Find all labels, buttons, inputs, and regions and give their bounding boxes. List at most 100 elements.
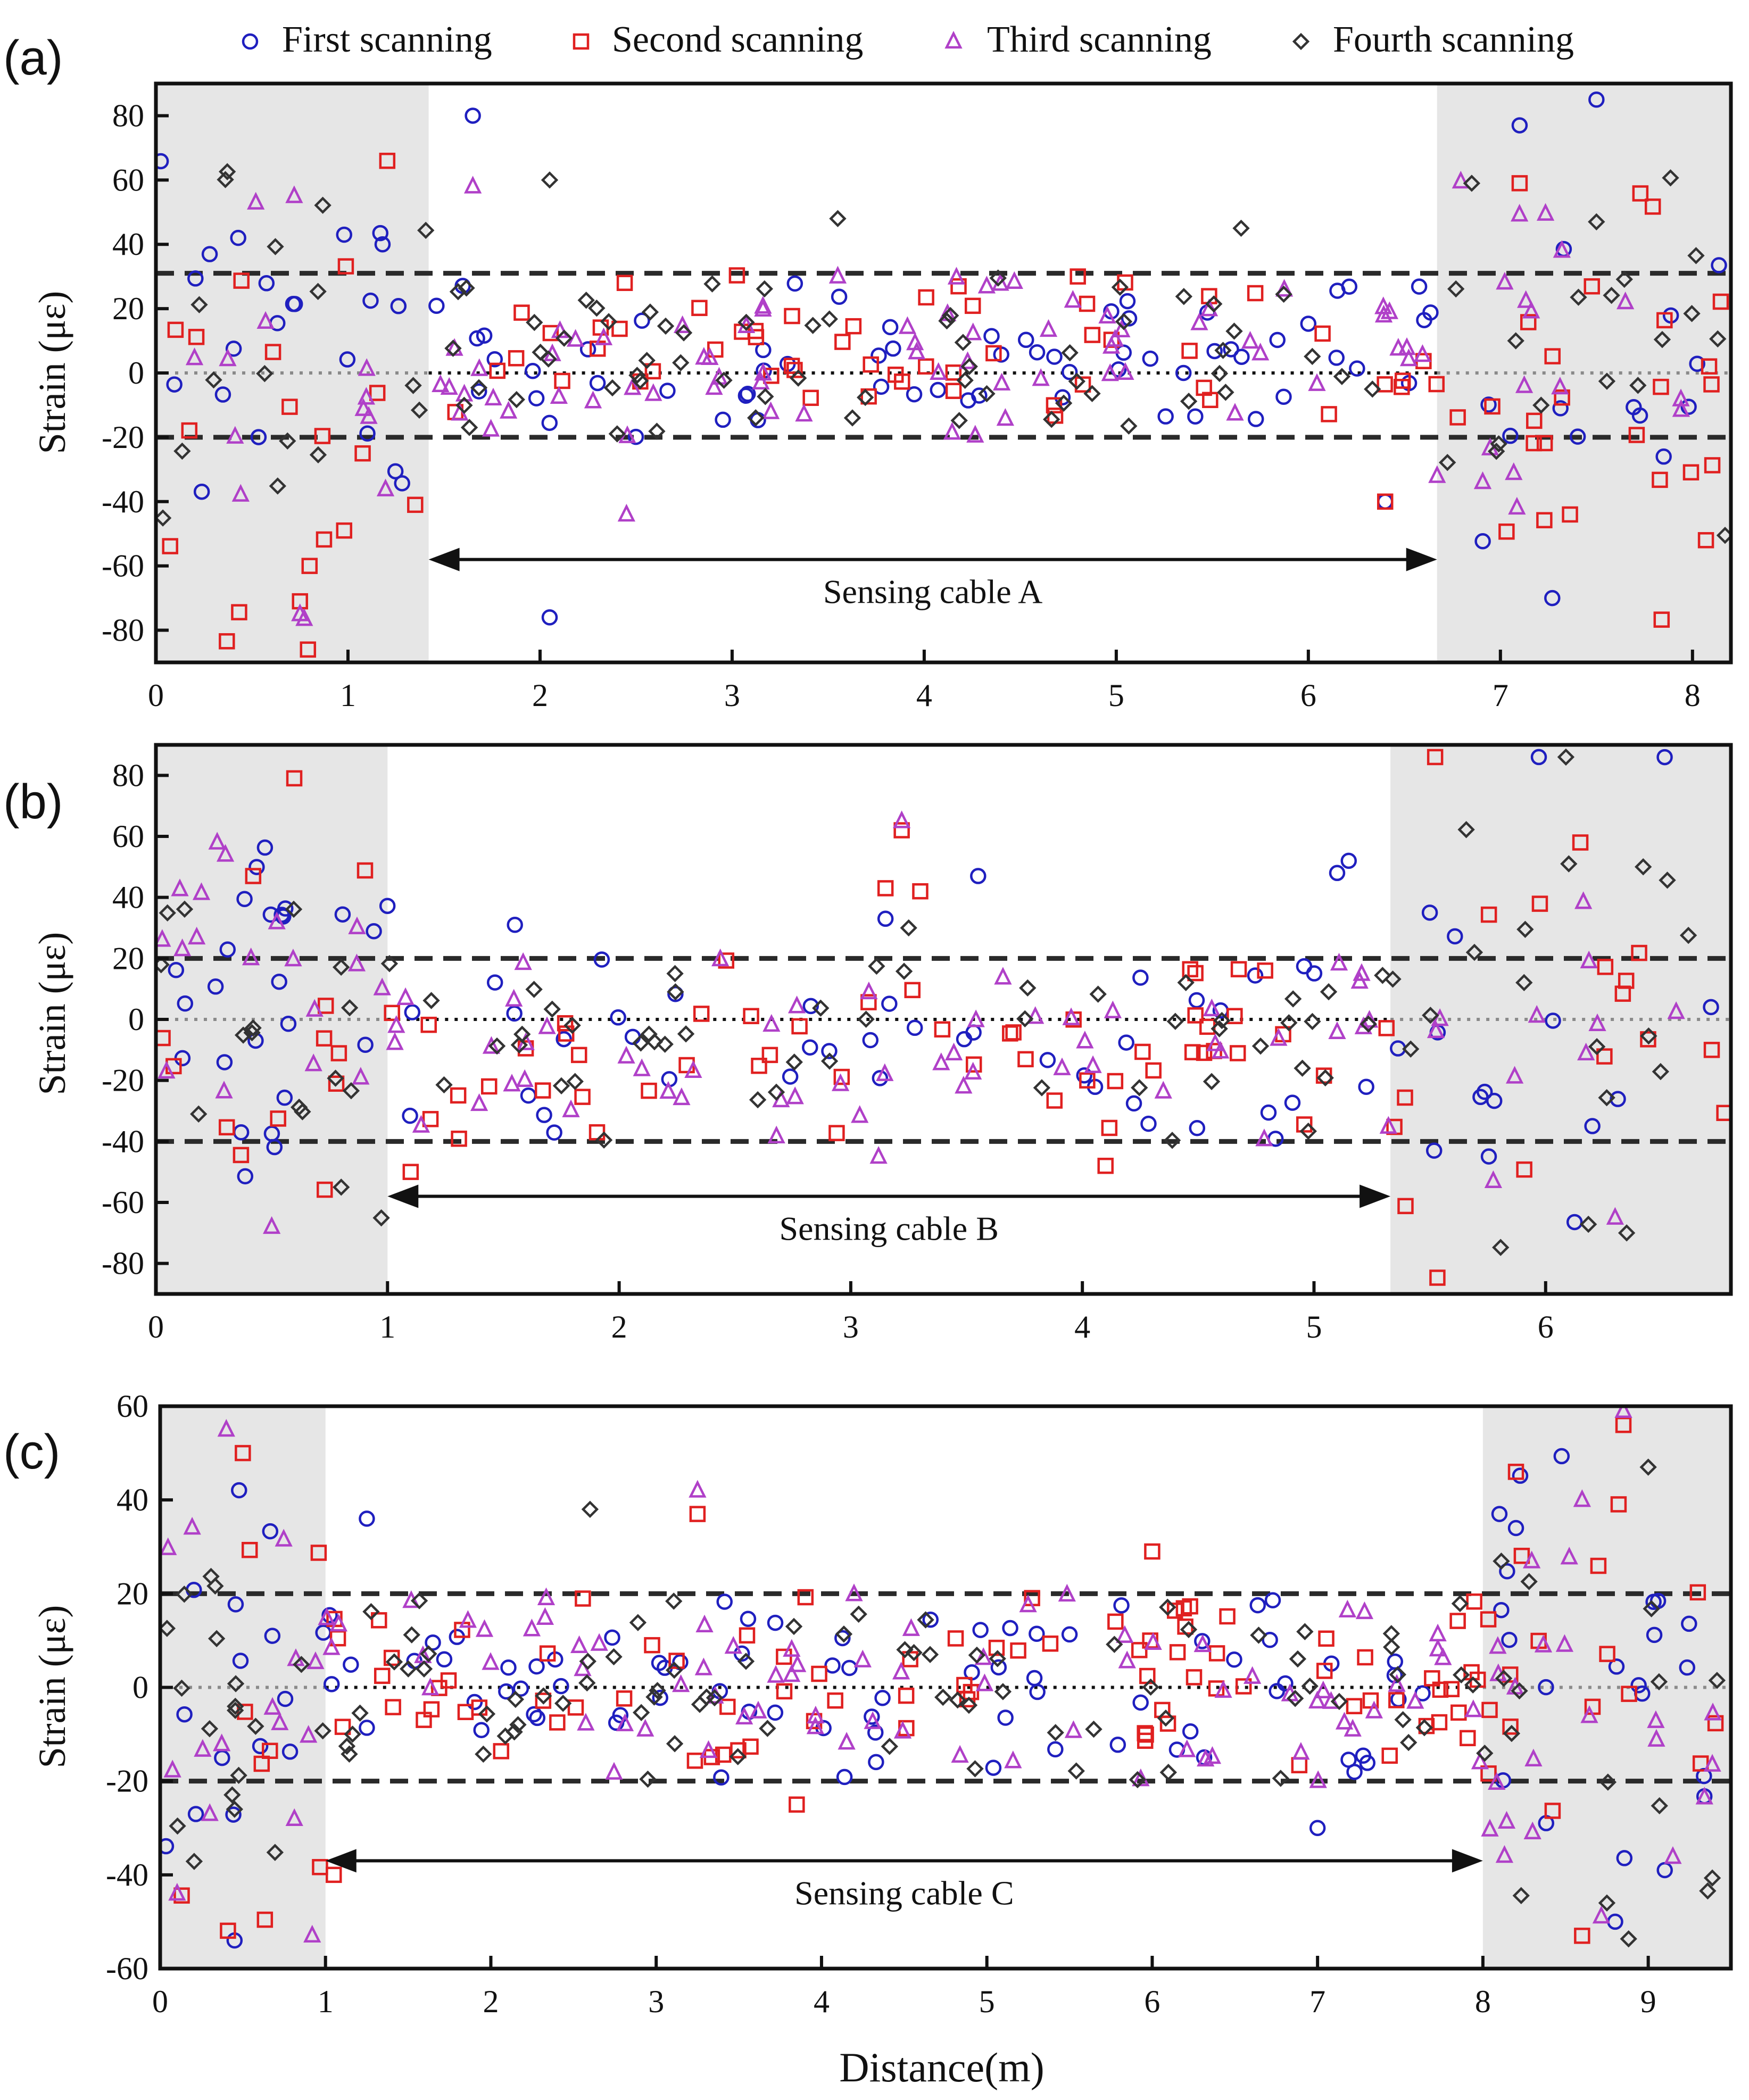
panel-a-fourth-point [737, 313, 755, 331]
panel-a-third-point [584, 391, 602, 409]
panel-c-second-point [385, 1699, 401, 1715]
panel-a-second-point [233, 272, 250, 289]
panel-a-fourth-point [942, 306, 959, 325]
panel-c-first-point [1501, 1631, 1518, 1648]
panel-b-third-point [268, 911, 286, 929]
panel-c-fourth-point [1106, 1636, 1123, 1653]
panel-a-second-point [707, 341, 724, 358]
panel-a-second-point [1526, 435, 1542, 452]
panel-c-fourth-point [507, 1690, 525, 1708]
panel-a-fourth-point [938, 312, 956, 330]
panel-a-span-arrow-left-head [428, 547, 460, 571]
panel-a-third-point [1374, 296, 1392, 314]
panel-c-second-point [1707, 1715, 1724, 1732]
panel-b-fourth-point [1598, 1089, 1615, 1107]
panel-a-fourth-point [449, 283, 467, 301]
panel-b-fourth-point [1177, 974, 1195, 991]
panel-c-second-point [493, 1743, 510, 1759]
panel-a-fourth-point [1709, 330, 1727, 348]
panel-c-second-point [1443, 1681, 1460, 1697]
panel-a-third-point [1672, 388, 1690, 406]
panel-a-third-point [432, 374, 450, 393]
panel-c-third-point [1406, 1691, 1424, 1709]
panel-c-first-point [985, 1759, 1002, 1776]
panel-c-third-point [1555, 1634, 1574, 1652]
panel-b-third-point [215, 1081, 233, 1099]
panel-a-fourth-point [314, 196, 331, 214]
panel-a-fourth-point [256, 364, 273, 383]
panel-a-second-point [1628, 427, 1645, 443]
panel-b-second-point [218, 1119, 235, 1136]
panel-c-third-point [306, 1651, 325, 1670]
panel-b-first-point [862, 1032, 879, 1049]
panel-b-fourth-point [1251, 1037, 1270, 1055]
panel-c-fourth-point [917, 1611, 934, 1629]
panel-c-fourth-point [1708, 1672, 1726, 1689]
panel-a-fourth-point [603, 379, 621, 397]
panel-a-second-point [1079, 295, 1096, 312]
panel-c-fourth-point [509, 1716, 527, 1733]
panel-b-fourth-point [1211, 1020, 1228, 1037]
panel-a-second-point [301, 558, 318, 574]
panel-b-second-point [1230, 961, 1247, 977]
panel-a-x-tick: 0 [148, 650, 164, 713]
panel-a-first-point [336, 226, 353, 243]
panel-b-fourth-point [1131, 1079, 1148, 1097]
panel-a-second-point [845, 318, 862, 335]
panel-a-third-point [964, 322, 982, 341]
panel-b-second-point [451, 1131, 467, 1147]
panel-c-second-point [1502, 1719, 1519, 1735]
panel-b-third-point [1505, 1066, 1524, 1084]
panel-b-fourth-point [749, 1091, 767, 1109]
panel-c-first-point [512, 1680, 529, 1697]
panel-c-fourth-point [351, 1704, 369, 1722]
panel-a-third-point [231, 484, 250, 502]
panel-c-fourth-point [1047, 1724, 1064, 1741]
panel-b-first-point [1260, 1104, 1277, 1121]
panel-c-second-point [1449, 1613, 1466, 1629]
panel-b-fourth-point [563, 1017, 581, 1034]
panel-a-first-point [1206, 343, 1223, 360]
panel-c-second-point [1381, 1747, 1398, 1764]
panel-c-first-point [324, 1676, 340, 1692]
panel-c-fourth-point [1699, 1882, 1717, 1900]
legend-item-first: First scanning [242, 19, 492, 60]
panel-b-fourth-point [1384, 970, 1402, 988]
panel-a-third-point [754, 298, 772, 317]
panel-b-second-point [743, 1008, 759, 1024]
panel-c-third-point [537, 1587, 556, 1605]
panel-a-second-point [314, 428, 331, 444]
panel-a-x-tick-label: 4 [916, 678, 932, 713]
panel-c-third-point [1523, 1550, 1541, 1568]
panel-b-third-point [1084, 1055, 1102, 1073]
panel-c-second-point [1154, 1701, 1171, 1719]
panel-b-second-point [270, 1110, 286, 1127]
panel-b-first-point [1247, 967, 1264, 984]
panel-b-second-point [934, 1021, 951, 1037]
panel-b-third-point [1053, 1057, 1071, 1075]
panel-c-y-tick: -60 [106, 1951, 173, 1986]
panel-a-second-point [1394, 372, 1411, 389]
panel-c-second-point [1144, 1543, 1161, 1560]
panel-a-fourth-point [417, 221, 435, 239]
panel-a-first-point [387, 463, 404, 480]
panel-c-label: (c) [3, 1425, 60, 1479]
panel-a-third-point [1508, 496, 1526, 515]
panel-b-fourth-point [1294, 1059, 1311, 1077]
panel-a-first-point [390, 298, 407, 314]
panel-b-first-point [271, 973, 287, 990]
panel-b-first-point [906, 1019, 923, 1036]
panel-a-first-point [1588, 91, 1605, 108]
panel-b-third-point [673, 1087, 691, 1106]
panel-a-third-point [1032, 368, 1050, 386]
panel-c-span-arrow-right-head [1452, 1849, 1483, 1873]
panel-a-second-point [1554, 389, 1570, 406]
panel-b-second-point [833, 1068, 850, 1085]
panel-a-second-point [1682, 464, 1700, 481]
panel-c-fourth-point [1296, 1623, 1314, 1640]
panel-b-fourth-point [1166, 1012, 1184, 1030]
panel-a-fourth-point [526, 313, 543, 331]
panel-b-third-point [1206, 1033, 1224, 1051]
panel-b-third-point [893, 810, 911, 828]
panel-a-third-point [761, 401, 780, 419]
